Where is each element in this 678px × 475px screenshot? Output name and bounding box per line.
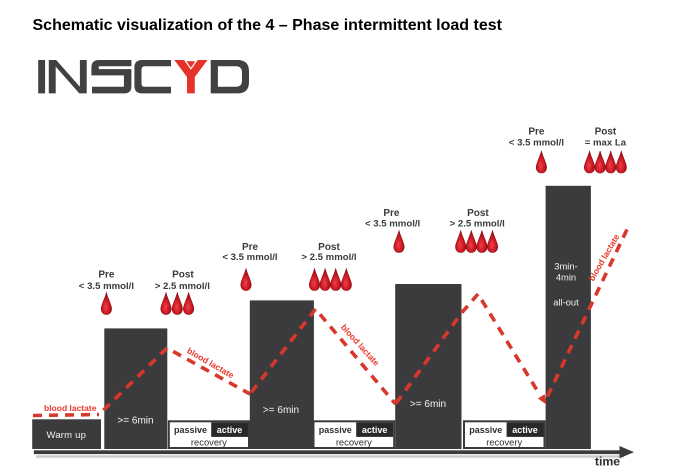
svg-text:passive: passive	[319, 425, 352, 435]
svg-text:passive: passive	[174, 425, 207, 435]
svg-text:= max La: = max La	[585, 138, 627, 149]
svg-text:< 3.5 mmol/l: < 3.5 mmol/l	[222, 252, 277, 263]
svg-text:recovery: recovery	[486, 437, 522, 448]
svg-text:blood lactate: blood lactate	[44, 403, 97, 413]
svg-text:Warm up: Warm up	[47, 430, 87, 441]
svg-text:active: active	[217, 425, 243, 435]
svg-text:Pre: Pre	[242, 242, 259, 253]
svg-text:time: time	[595, 454, 620, 468]
svg-text:Schematic visualization of the: Schematic visualization of the 4 – Phase…	[33, 17, 503, 34]
svg-text:Post: Post	[595, 126, 617, 137]
svg-text:< 3.5 mmol/l: < 3.5 mmol/l	[79, 281, 134, 292]
svg-text:Pre: Pre	[383, 208, 400, 219]
svg-text:> 2.5 mmol/l: > 2.5 mmol/l	[155, 281, 210, 292]
svg-text:Post: Post	[467, 208, 489, 219]
svg-text:active: active	[362, 425, 388, 435]
svg-text:recovery: recovery	[336, 437, 372, 448]
svg-text:Pre: Pre	[528, 126, 545, 137]
svg-text:>= 6min: >= 6min	[117, 416, 153, 427]
svg-text:passive: passive	[469, 425, 502, 435]
svg-text:< 3.5 mmol/l: < 3.5 mmol/l	[365, 218, 420, 229]
svg-text:Post: Post	[172, 270, 194, 281]
svg-text:active: active	[512, 425, 538, 435]
svg-text:Post: Post	[318, 242, 340, 253]
svg-text:4min: 4min	[556, 271, 576, 282]
svg-text:< 3.5 mmol/l: < 3.5 mmol/l	[509, 138, 564, 149]
svg-text:3min-: 3min-	[554, 260, 577, 271]
svg-text:all-out: all-out	[553, 296, 579, 307]
svg-text:> 2.5 mmol/l: > 2.5 mmol/l	[450, 218, 505, 229]
svg-text:> 2.5 mmol/l: > 2.5 mmol/l	[301, 252, 356, 263]
svg-text:>= 6min: >= 6min	[263, 405, 299, 416]
svg-text:Pre: Pre	[98, 270, 115, 281]
svg-text:recovery: recovery	[191, 437, 227, 448]
svg-text:>= 6min: >= 6min	[410, 399, 446, 410]
